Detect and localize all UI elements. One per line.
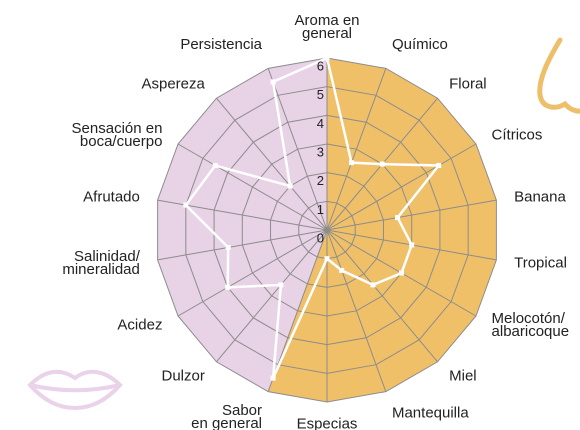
category-label: Aspereza (141, 75, 205, 93)
data-point (409, 242, 415, 248)
data-point (339, 267, 345, 273)
category-label: Dulzor (161, 367, 205, 385)
category-label: Especias (296, 415, 358, 430)
category-label: Afrutado (83, 188, 140, 206)
nose-icon (537, 37, 580, 114)
grid-spoke (326, 229, 387, 392)
y-tick-label: 5 (317, 87, 324, 102)
y-tick-label: 4 (317, 116, 324, 131)
grid-spoke (326, 143, 477, 231)
category-label: Químico (391, 36, 448, 54)
category-label: Tropical (514, 254, 567, 272)
category-label: Aroma en general (294, 12, 360, 42)
category-label: Acidez (117, 316, 163, 334)
category-label: Salinidad/ mineralidad (62, 247, 140, 278)
data-point (270, 79, 276, 85)
category-label: Persistencia (180, 36, 263, 54)
data-point (278, 282, 284, 288)
category-label: Floral (449, 75, 487, 93)
grid-spoke (216, 229, 328, 363)
data-point (324, 55, 330, 61)
data-point (212, 163, 218, 168)
data-point (225, 244, 231, 250)
y-tick-label: 0 (317, 230, 324, 245)
grid-spoke (326, 199, 497, 231)
data-point (270, 375, 276, 381)
data-point (395, 215, 401, 221)
grid-spoke (216, 97, 328, 231)
grid-spoke (177, 143, 328, 231)
data-point (370, 282, 376, 288)
category-label: Banana (514, 188, 566, 206)
category-label: Cítricos (491, 126, 543, 144)
grid-spoke (267, 68, 328, 231)
y-tick-label: 6 (317, 58, 324, 73)
data-point (287, 183, 293, 189)
grid-spoke (177, 229, 328, 317)
category-label: Sensación en boca/cuerpo (71, 120, 163, 150)
y-tick-label: 2 (317, 173, 324, 188)
grid-spoke (326, 68, 387, 231)
data-point (379, 161, 385, 167)
y-tick-label: 1 (317, 202, 324, 217)
category-label: Sabor en general (191, 401, 263, 430)
lips-icon (27, 369, 123, 411)
data-point (349, 160, 355, 166)
data-point (436, 163, 442, 168)
category-label: Melocotón/ albaricoque (491, 310, 570, 340)
grid-spoke (326, 229, 438, 363)
category-label: Miel (449, 367, 477, 385)
data-point (398, 270, 404, 276)
y-tick-label: 3 (317, 144, 324, 159)
data-point (225, 284, 231, 290)
category-label: Mantequilla (391, 403, 469, 421)
grid-spoke (157, 229, 328, 261)
data-point (324, 256, 330, 262)
grid (157, 57, 497, 403)
data-point (183, 202, 189, 208)
